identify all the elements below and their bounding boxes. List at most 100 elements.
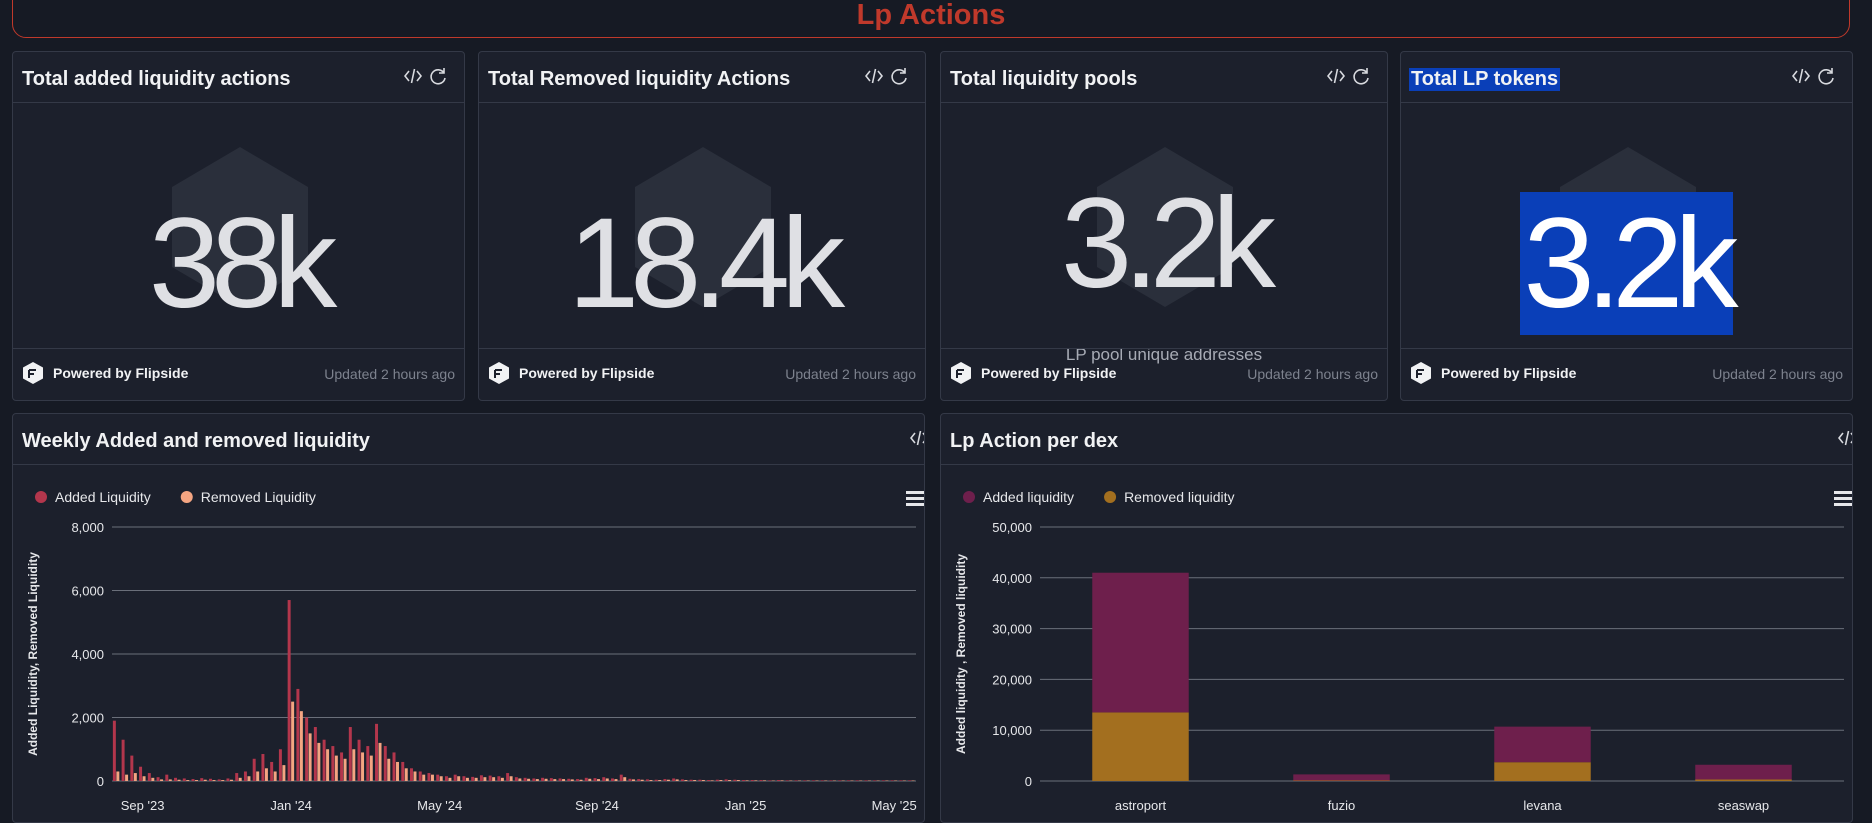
toolbar-icons[interactable] — [1838, 428, 1853, 448]
bar-segment — [1695, 764, 1792, 780]
bar — [203, 779, 207, 781]
powered-by: Powered by Flipside — [1441, 365, 1577, 381]
bar — [514, 777, 518, 781]
bar — [465, 777, 469, 781]
card-tools[interactable] — [1326, 66, 1373, 91]
bar — [631, 779, 635, 781]
logo — [1409, 361, 1433, 390]
bar — [645, 779, 649, 781]
bar — [238, 777, 242, 781]
bar — [156, 777, 160, 781]
bar — [754, 780, 758, 781]
card-title: Total LP tokens — [1409, 68, 1561, 91]
bar — [448, 777, 452, 781]
bar — [576, 779, 580, 781]
chart: Added Liquidity Removed Liquidity Added Li… — [26, 489, 924, 813]
bar — [457, 776, 461, 781]
toolbar-icons[interactable] — [403, 66, 450, 86]
bar — [361, 752, 365, 781]
bar — [680, 779, 684, 781]
toolbar-icons[interactable] — [910, 428, 925, 448]
bar — [168, 779, 172, 781]
code-icon[interactable] — [910, 430, 925, 446]
toolbar-icons[interactable] — [1326, 66, 1373, 86]
bar — [637, 779, 641, 781]
bar — [549, 778, 553, 781]
bar — [794, 780, 798, 781]
legend-dot — [1104, 491, 1117, 503]
bar — [881, 780, 885, 781]
card-footer: Powered by Flipside Updated 2 hours ago — [13, 348, 464, 400]
toolbar-icons[interactable] — [864, 66, 911, 86]
bar — [719, 780, 723, 781]
x-tick-label: May '25 — [872, 798, 917, 813]
flipside-logo — [1411, 362, 1431, 384]
y-tick-label: 4,000 — [71, 647, 104, 662]
bar — [195, 780, 198, 781]
bar — [264, 768, 268, 781]
chart-menu[interactable] — [906, 491, 924, 506]
bar — [506, 773, 510, 781]
bar — [453, 774, 457, 781]
card-tools[interactable] — [403, 66, 450, 91]
bar — [174, 777, 178, 781]
bar — [270, 761, 274, 781]
bar — [273, 771, 277, 781]
bar — [226, 778, 230, 781]
legend-dot — [180, 491, 193, 503]
bar — [710, 780, 714, 781]
card-tools[interactable] — [1791, 66, 1838, 91]
bar — [261, 754, 265, 781]
refresh-icon[interactable] — [1353, 68, 1369, 85]
bar — [763, 780, 767, 781]
bar — [200, 778, 204, 781]
bar — [142, 776, 146, 781]
bar — [366, 746, 370, 781]
bar — [308, 733, 312, 781]
y-tick-label: 50,000 — [992, 520, 1032, 535]
metric-card: Total liquidity pools 3.2k LP pool uniqu… — [940, 51, 1388, 401]
flipside-logo — [23, 362, 43, 384]
bar — [348, 727, 352, 781]
watermark — [1097, 147, 1233, 307]
code-icon[interactable] — [1326, 68, 1346, 84]
code-icon[interactable] — [864, 68, 884, 84]
metric-subtitle: LP pool unique addresses — [1065, 345, 1263, 364]
watermark — [171, 147, 308, 307]
refresh-icon[interactable] — [891, 68, 907, 85]
bar-segment — [1494, 762, 1591, 781]
divider — [941, 464, 1852, 465]
bar — [614, 779, 618, 781]
bar — [483, 777, 487, 781]
code-icon[interactable] — [1791, 68, 1811, 84]
menu-line — [1834, 497, 1852, 500]
bar — [256, 771, 260, 781]
bar — [759, 780, 763, 781]
metric-card: Total added liquidity actions 38k Powere… — [12, 51, 465, 401]
refresh-icon[interactable] — [1818, 68, 1834, 85]
panel-title: Weekly Added and removed liquidity — [22, 430, 370, 452]
bar — [597, 779, 600, 781]
bar — [221, 780, 225, 781]
bar — [864, 780, 868, 781]
bar — [649, 780, 653, 781]
card-tools[interactable] — [864, 66, 911, 91]
logo — [21, 361, 45, 390]
bar — [829, 780, 833, 781]
bar — [444, 776, 448, 781]
powered-by: Powered by Flipside — [519, 365, 655, 381]
toolbar-icons[interactable] — [1791, 66, 1838, 86]
legend-label: Removed liquidity — [1124, 489, 1235, 505]
bar — [209, 778, 212, 781]
y-tick-label: 20,000 — [992, 672, 1032, 687]
section-title: Lp Actions — [856, 0, 1006, 31]
bar — [430, 774, 434, 781]
code-icon[interactable] — [403, 68, 423, 84]
bar — [133, 773, 137, 781]
chart-menu[interactable] — [1834, 491, 1852, 506]
code-icon[interactable] — [1838, 430, 1853, 446]
bar — [112, 720, 116, 781]
bar — [873, 780, 877, 781]
divider — [1401, 102, 1852, 103]
refresh-icon[interactable] — [430, 68, 446, 85]
